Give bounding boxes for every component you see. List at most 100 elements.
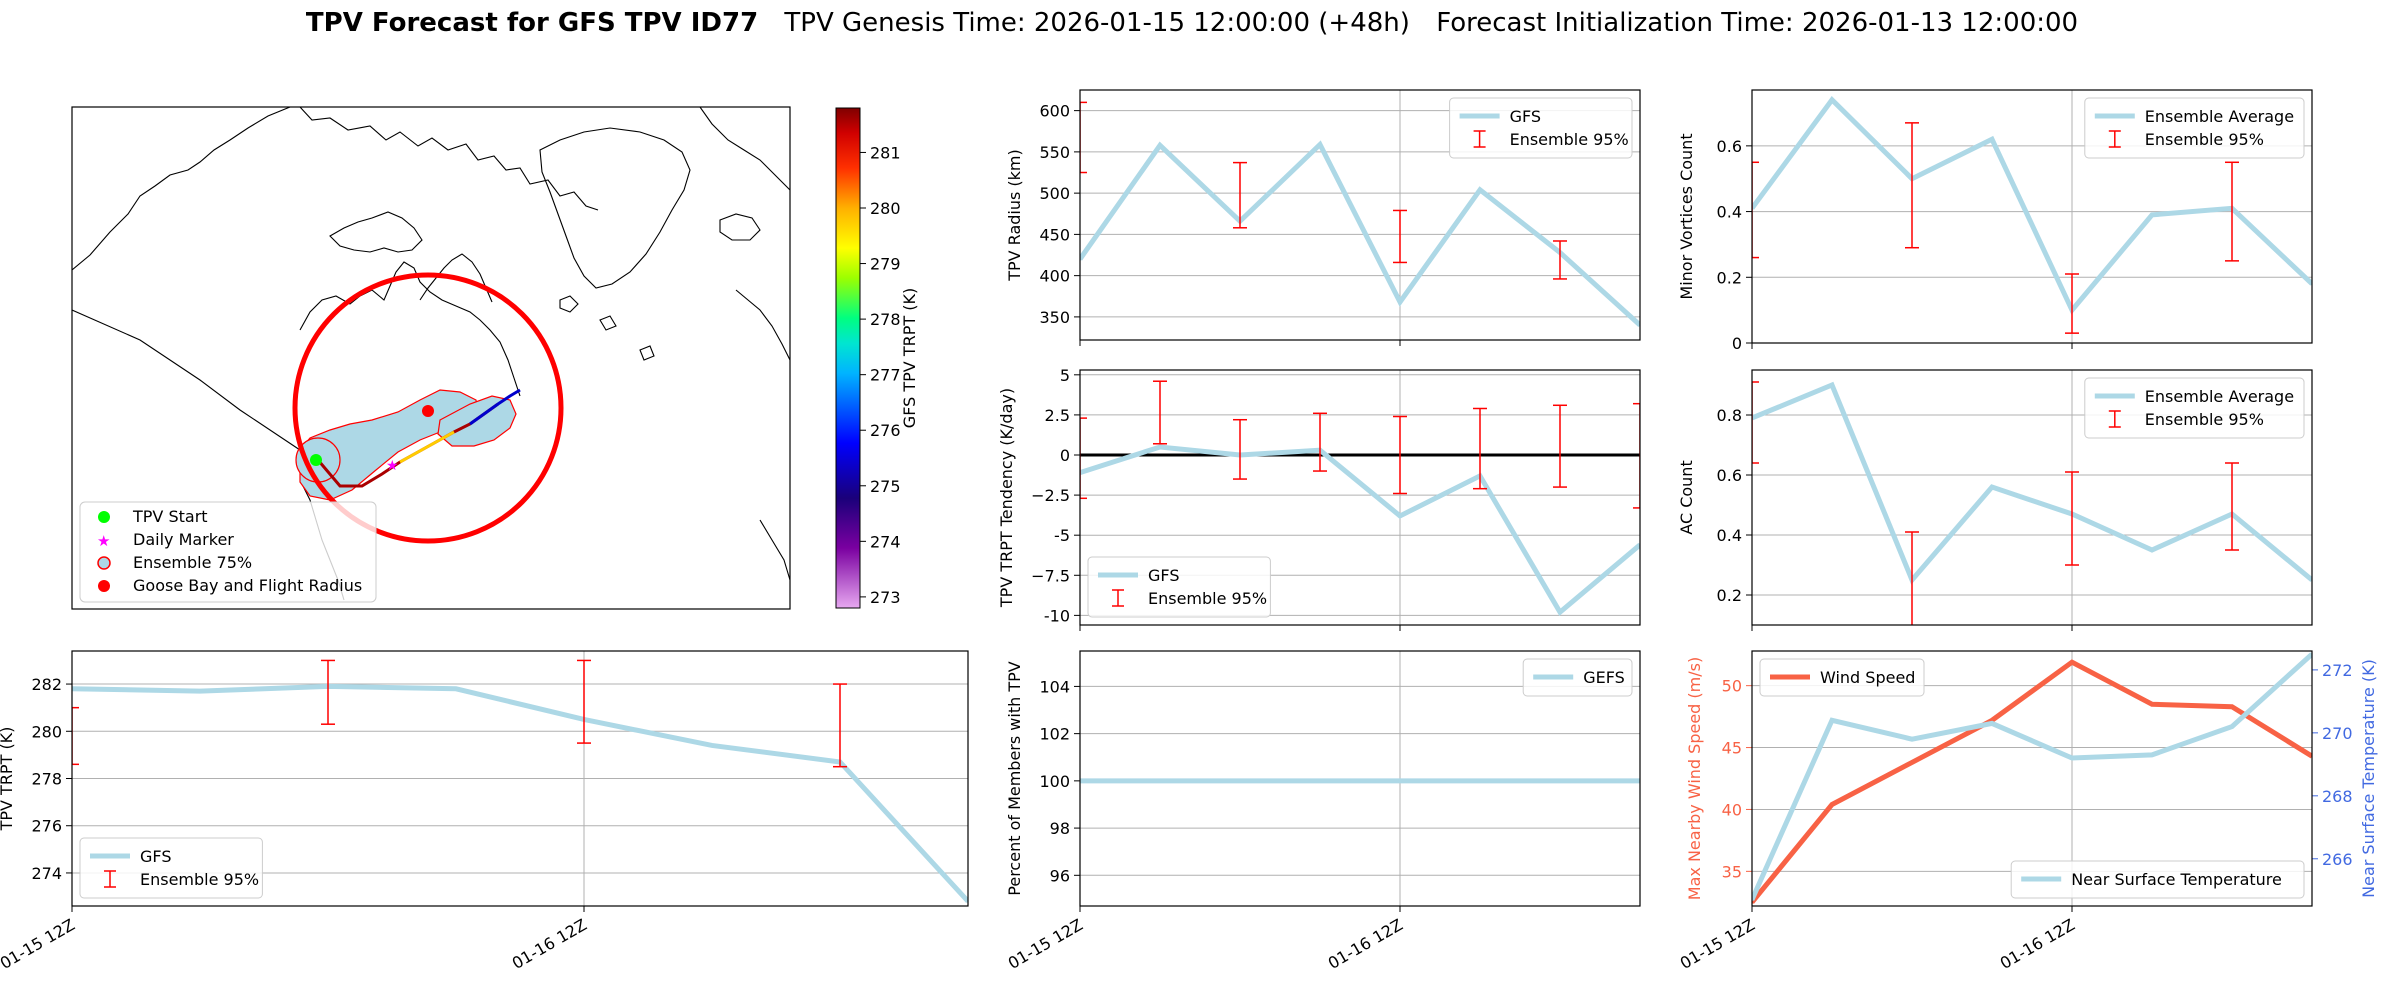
- radius-panel: 350 400 450 500 550 600 TPV Radius (km) GFS Ense…: [1005, 89, 1641, 346]
- data-point: [1318, 142, 1322, 146]
- y-tick-label: 276: [31, 817, 62, 836]
- members-panel: 96 98 100 102 104 01-15 12Z 01-16 12Z Percent o…: [1005, 650, 1641, 973]
- legend-box: [1522, 658, 1633, 697]
- data-point: [1558, 610, 1562, 614]
- coast-eurasia: [699, 107, 790, 191]
- series-line-near-surface-temperature: [1752, 652, 2312, 901]
- legend: GEFS: [1522, 658, 1633, 697]
- coast-arctic-islands: [299, 107, 599, 211]
- errorbar: [2065, 471, 2079, 566]
- y-axis-label: Percent of Members with TPV: [1005, 661, 1024, 895]
- y-tick-label: 0.8: [1717, 406, 1742, 425]
- errorbar: [1473, 407, 1487, 490]
- data-point: [1990, 485, 1994, 489]
- y-tick-label: 0.6: [1717, 137, 1742, 156]
- colorbar-tick-label: 278: [870, 310, 901, 329]
- y-axis-label: Max Nearby Wind Speed (m/s): [1685, 657, 1704, 900]
- axes-frame: [1079, 369, 1641, 626]
- green-dot-icon: [98, 511, 110, 523]
- y-tick-label: 0: [1060, 446, 1070, 465]
- errorbar: [1393, 209, 1407, 264]
- legend: GFS Ensemble 95%: [1449, 97, 1633, 159]
- errorbar: [1233, 161, 1247, 229]
- data-point: [1830, 802, 1834, 806]
- y-axis-label: TPV TRPT Tendency (K/day): [997, 388, 1016, 608]
- errorbar: [1233, 418, 1247, 480]
- coast-islands: [559, 295, 655, 361]
- gfs-track-late: [399, 430, 455, 464]
- legend-box: [79, 837, 263, 899]
- legend-label: GFS: [140, 847, 171, 866]
- series-line-gfs: [72, 683, 968, 903]
- y-tick-label: 96: [1050, 866, 1070, 885]
- legend: Near Surface Temperature: [2010, 860, 2305, 899]
- y-tick-label: 40: [1722, 800, 1742, 819]
- map-panel: ★ TPV Start ★ Daily Marker Ensemble 75% …: [71, 106, 919, 610]
- errorbar: [1905, 122, 1919, 249]
- title-bold: TPV Forecast for GFS TPV ID77: [306, 8, 758, 38]
- coast-baffin: [329, 211, 423, 253]
- right-y-axis-label: Near Surface Temperature (K): [2359, 659, 2378, 898]
- map-overlays: ★: [292, 272, 564, 544]
- coast-greenland: [539, 127, 691, 289]
- colorbar-tick-label: 275: [870, 477, 901, 496]
- plot-area: [1752, 96, 2312, 334]
- axes-frame: [1751, 369, 2313, 626]
- legend-tpv-start: TPV Start: [132, 507, 208, 526]
- y-tick-label: 282: [31, 675, 62, 694]
- errorbar: [1153, 380, 1167, 445]
- x-tick-label: 01-15 12Z: [1005, 915, 1086, 973]
- data-point: [1830, 383, 1834, 387]
- y-tick-label: 350: [1039, 308, 1070, 327]
- legend-label: GFS: [1148, 566, 1179, 585]
- errorbar: [2225, 161, 2239, 262]
- legend-ensemble-75: Ensemble 75%: [133, 553, 252, 572]
- errorbar: [1080, 417, 1087, 500]
- legend-goose-bay: Goose Bay and Flight Radius: [133, 576, 362, 595]
- y-tick-label: 5: [1060, 366, 1070, 385]
- series-line-gfs: [1080, 140, 1640, 327]
- errorbar: [1553, 240, 1567, 280]
- data-point: [1910, 737, 1914, 741]
- axes-frame: [1079, 650, 1641, 907]
- data-point: [1158, 143, 1162, 147]
- title-genesis: TPV Genesis Time: 2026-01-15 12:00:00 (+…: [783, 8, 1410, 38]
- goose-bay-marker: [422, 405, 434, 417]
- figure-title: TPV Forecast for GFS TPV ID77 TPV Genesi…: [306, 8, 2078, 38]
- errorbar: [321, 659, 335, 725]
- series-line-ensemble-average: [1752, 96, 2312, 315]
- legend-label: Ensemble 95%: [1510, 130, 1629, 149]
- coast-alaska: [72, 107, 291, 271]
- y-tick-label: 0.2: [1717, 586, 1742, 605]
- y-tick-label: 104: [1039, 677, 1070, 696]
- data-point: [1158, 445, 1162, 449]
- y-tick-label: -10: [1044, 606, 1070, 625]
- legend-label: GFS: [1510, 107, 1541, 126]
- y-tick-label: 274: [31, 864, 62, 883]
- data-point: [2150, 753, 2154, 757]
- data-point: [1398, 779, 1402, 783]
- legend-label: Wind Speed: [1820, 668, 1915, 687]
- errorbar: [2065, 273, 2079, 334]
- errorbar: [2225, 462, 2239, 551]
- y-tick-label: 400: [1039, 267, 1070, 286]
- y-tick-label: 0.2: [1717, 268, 1742, 287]
- data-point: [2150, 548, 2154, 552]
- x-tick-label: 01-15 12Z: [0, 915, 78, 973]
- right-y-tick-label: 268: [2322, 787, 2353, 806]
- data-point: [2230, 725, 2234, 729]
- ensemble-patch-icon: [97, 556, 111, 570]
- errorbar: [1393, 415, 1407, 495]
- legend: GFS Ensemble 95%: [79, 837, 263, 899]
- colorbar-label: GFS TPV TRPT (K): [900, 288, 919, 428]
- axes-frame: [1751, 89, 2313, 344]
- legend-box: [1087, 556, 1271, 618]
- data-point: [1398, 300, 1402, 304]
- data-point: [2150, 213, 2154, 217]
- colorbar-tick-label: 279: [870, 255, 901, 274]
- errorbar: [1752, 161, 1759, 259]
- map-legend: TPV Start ★ Daily Marker Ensemble 75% Go…: [79, 501, 377, 603]
- magenta-star-icon: ★: [97, 532, 110, 550]
- legend-box: [2084, 97, 2305, 159]
- legend-box: [2084, 377, 2305, 439]
